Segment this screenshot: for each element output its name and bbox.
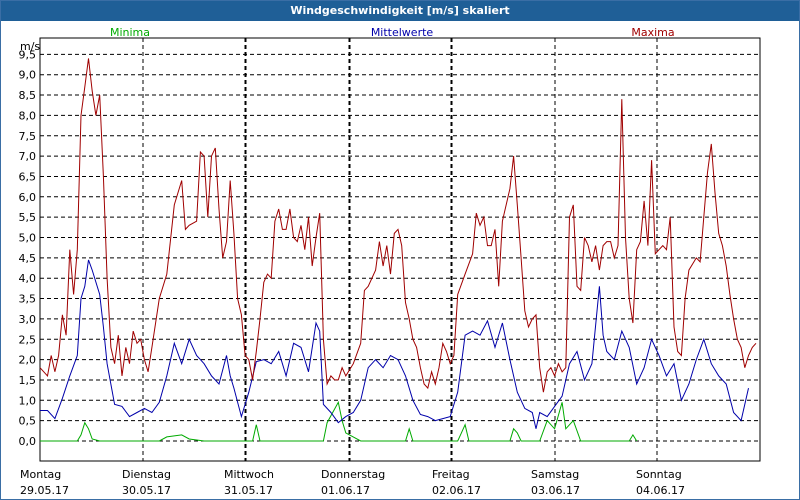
y-tick-label: 6,0 (19, 191, 37, 204)
x-date-label: 31.05.17 (224, 484, 273, 497)
window-title: Windgeschwindigkeit [m/s] skaliert (1, 1, 799, 21)
y-tick-label: 6,5 (19, 170, 37, 183)
x-date-label: 01.06.17 (321, 484, 370, 497)
series-line-mittelwerte (40, 259, 749, 429)
series-line-maxima (39, 58, 757, 393)
y-axis-unit-label: m/s (20, 40, 40, 53)
y-tick-label: 9,0 (19, 69, 37, 82)
x-day-label: Samstag (531, 468, 579, 481)
y-tick-label: 9,5 (19, 48, 37, 61)
y-tick-label: 7,5 (19, 130, 37, 143)
y-tick-label: 0,0 (19, 435, 37, 448)
x-date-label: 29.05.17 (20, 484, 69, 497)
legend-entry-minima: Minima (110, 26, 150, 39)
series-lines (39, 58, 757, 442)
y-tick-label: 8,0 (19, 109, 37, 122)
plot-area-frame (39, 37, 761, 462)
y-axis-ticks: 0,0 0,5 1,0 1,5 2,0 2,5 3,0 3,5 4,0 4,5 5,0 5,5 6,0 6… (19, 48, 37, 448)
x-day-label: Sonntag (636, 468, 682, 481)
y-tick-label: 2,0 (19, 354, 37, 367)
y-tick-label: 7,0 (19, 150, 37, 163)
x-day-label: Freitag (432, 468, 470, 481)
y-tick-label: 5,0 (19, 232, 37, 245)
chart-grid (40, 38, 760, 461)
y-tick-label: 2,5 (19, 333, 37, 346)
x-day-label: Donnerstag (321, 468, 385, 481)
y-tick-label: 1,0 (19, 394, 37, 407)
y-tick-label: 4,0 (19, 272, 37, 285)
x-date-label: 03.06.17 (531, 484, 580, 497)
x-date-label: 30.05.17 (122, 484, 171, 497)
x-day-label: Mittwoch (224, 468, 274, 481)
series-line-minima (40, 400, 638, 442)
y-tick-label: 3,5 (19, 293, 37, 306)
legend-entry-maxima: Maxima (631, 26, 674, 39)
y-tick-label: 3,0 (19, 313, 37, 326)
x-date-label: 04.06.17 (636, 484, 685, 497)
legend-entry-mittelwerte: Mittelwerte (371, 26, 434, 39)
x-date-label: 02.06.17 (432, 484, 481, 497)
x-day-label: Montag (20, 468, 61, 481)
legend: Minima Mittelwerte Maxima (110, 26, 675, 39)
y-tick-label: 8,5 (19, 89, 37, 102)
y-tick-label: 1,5 (19, 374, 37, 387)
y-tick-label: 5,5 (19, 211, 37, 224)
y-tick-label: 0,5 (19, 415, 37, 428)
x-day-label: Dienstag (122, 468, 171, 481)
x-axis-labels: Montag 29.05.17 Dienstag 30.05.17 Mittwoch 31… (20, 468, 685, 497)
y-tick-label: 4,5 (19, 252, 37, 265)
